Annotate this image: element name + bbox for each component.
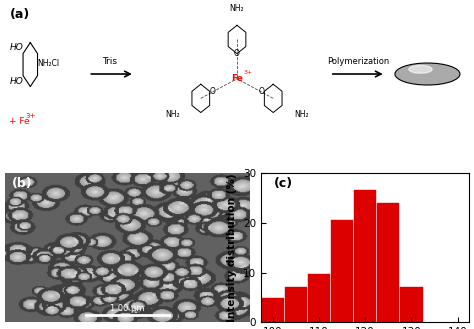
Bar <box>284 288 307 322</box>
Text: (a): (a) <box>9 8 30 21</box>
Text: NH₂: NH₂ <box>230 4 244 13</box>
Bar <box>401 288 422 322</box>
Text: O: O <box>210 87 216 96</box>
Circle shape <box>395 63 460 85</box>
Bar <box>354 190 376 322</box>
Text: (b): (b) <box>12 177 33 190</box>
Text: 3+: 3+ <box>244 70 253 75</box>
Text: (c): (c) <box>273 177 292 190</box>
Bar <box>377 203 400 322</box>
Text: O: O <box>234 49 240 58</box>
Text: HO: HO <box>9 43 23 52</box>
Text: Polymerization: Polymerization <box>327 57 389 66</box>
Text: NH₂Cl: NH₂Cl <box>37 59 59 67</box>
Bar <box>331 220 353 322</box>
Circle shape <box>409 65 432 73</box>
Bar <box>262 298 284 322</box>
Text: O: O <box>258 87 264 96</box>
Text: NH₂: NH₂ <box>165 110 180 118</box>
Text: Fe: Fe <box>231 74 243 83</box>
Text: NH₂: NH₂ <box>294 110 309 118</box>
Bar <box>308 274 330 322</box>
Y-axis label: Intensity distribution (%): Intensity distribution (%) <box>228 173 237 322</box>
Text: Tris: Tris <box>102 57 117 66</box>
Text: HO: HO <box>9 77 23 87</box>
Text: + Fe: + Fe <box>9 117 30 126</box>
Text: 3+: 3+ <box>26 114 36 119</box>
Text: 1.00 μm: 1.00 μm <box>110 304 145 314</box>
